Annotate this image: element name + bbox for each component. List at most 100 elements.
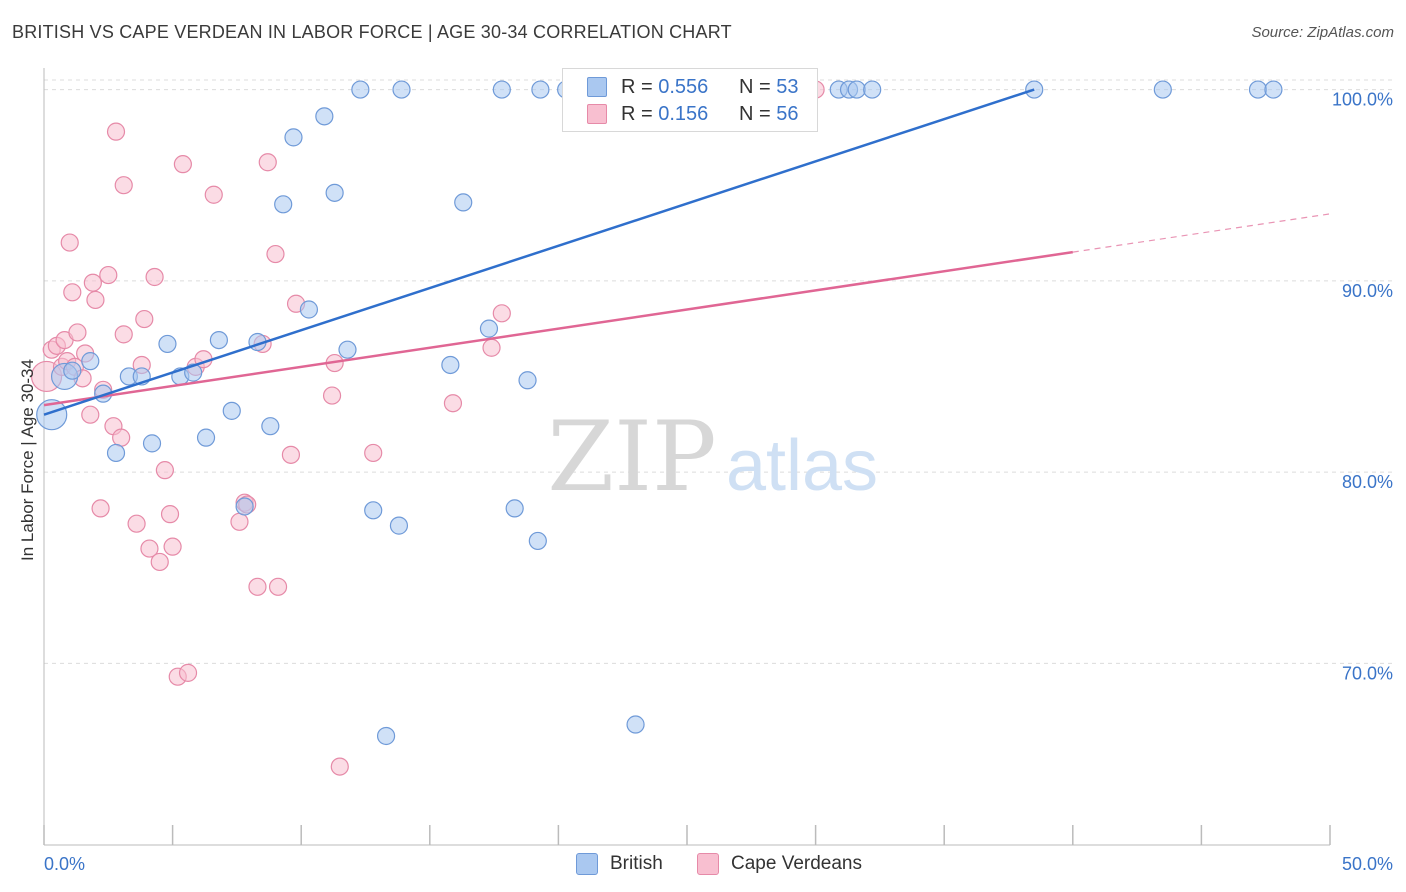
british-point [626, 715, 645, 734]
british-point [441, 355, 460, 375]
cape-n-label: N = [739, 102, 771, 125]
british-point [284, 128, 303, 147]
british-point [1248, 80, 1268, 99]
cape-point [68, 323, 87, 342]
british-point [492, 80, 511, 99]
cape-point [114, 176, 133, 195]
y-tick-label: 70.0% [1342, 663, 1393, 683]
cape-point [268, 577, 288, 596]
cape-r-label: R = [621, 102, 659, 125]
cape-point [230, 512, 249, 531]
cape-point [114, 325, 133, 344]
british-trend-line [43, 88, 1035, 416]
legend-item-british[interactable]: British [576, 852, 663, 876]
british-point [338, 340, 357, 359]
cape-legend-label: Cape Verdeans [731, 853, 862, 874]
cape-point [60, 233, 79, 252]
cape-trend-extension [1072, 213, 1331, 253]
cape-point [163, 537, 182, 556]
y-tick-label: 90.0% [1342, 281, 1393, 301]
cape-point [63, 283, 82, 302]
cape-point [178, 663, 198, 682]
watermark-atlas: atlas [726, 426, 878, 506]
legend-row-cape: R = 0.156 N = 56 [563, 101, 799, 127]
british-point [274, 195, 293, 214]
legend-item-cape[interactable]: Cape Verdeans [697, 852, 862, 876]
cape-point [258, 153, 277, 172]
cape-point [281, 445, 301, 464]
cape-point [91, 499, 110, 518]
cape-point [248, 577, 267, 596]
y-tick-label: 100.0% [1332, 90, 1393, 110]
cape-swatch [587, 104, 607, 124]
british-legend-swatch [576, 853, 598, 875]
cape-r-value: 0.156 [658, 102, 709, 125]
british-swatch [587, 77, 607, 97]
cape-point [364, 443, 383, 463]
watermark-zip: ZIP [547, 401, 716, 513]
british-point [325, 183, 344, 202]
cape-point [173, 155, 192, 174]
british-r-value: 0.556 [658, 75, 709, 98]
british-n-value: 53 [776, 75, 799, 98]
cape-point [106, 122, 126, 141]
cape-trend-line [43, 250, 1073, 407]
y-axis-label: In Labor Force | Age 30-34 [18, 359, 37, 561]
british-point [454, 193, 473, 212]
british-point [209, 331, 228, 350]
british-point [158, 334, 177, 354]
british-point [847, 80, 866, 99]
cape-point [86, 290, 105, 310]
british-point [376, 726, 396, 746]
british-point [1264, 80, 1283, 99]
british-point [518, 371, 537, 390]
british-point [81, 352, 100, 371]
source-credit: Source: ZipAtlas.com [1251, 24, 1394, 41]
cape-point [330, 757, 349, 776]
cape-n-value: 56 [776, 102, 799, 125]
british-point [261, 417, 280, 436]
british-point [528, 531, 547, 551]
cape-point [204, 185, 223, 204]
british-point [863, 80, 882, 99]
cape-point [81, 405, 100, 424]
british-point [222, 401, 241, 420]
british-r-label: R = [621, 75, 659, 98]
british-point [63, 361, 82, 380]
british-point [235, 497, 254, 516]
british-point [1153, 80, 1172, 99]
cape-point [492, 304, 511, 323]
british-legend-label: British [610, 853, 663, 874]
cape-point [160, 505, 180, 524]
cape-point [266, 244, 285, 264]
british-point [531, 80, 550, 99]
british-point [299, 300, 319, 319]
british-point [389, 516, 409, 535]
british-point [36, 399, 68, 431]
cape-point [145, 267, 164, 287]
british-point [106, 443, 126, 463]
british-point [351, 80, 370, 99]
british-point [196, 428, 216, 447]
x-tick-label-max: 50.0% [1342, 854, 1393, 874]
cape-point [112, 428, 131, 447]
british-point [142, 434, 162, 453]
british-point [392, 80, 411, 99]
british-n-label: N = [739, 75, 771, 98]
cape-point [482, 338, 501, 357]
cape-point [443, 394, 463, 413]
cape-point [83, 273, 102, 292]
cape-point [135, 309, 154, 329]
y-tick-label: 80.0% [1342, 472, 1393, 492]
cape-point [127, 514, 146, 533]
cape-point [140, 539, 159, 558]
cape-legend-swatch [697, 853, 719, 875]
correlation-legend: R = 0.556 N = 53 R = 0.156 N = 56 [562, 68, 818, 132]
x-tick-label-min: 0.0% [44, 854, 85, 874]
cape-point [150, 552, 169, 572]
chart-title: BRITISH VS CAPE VERDEAN IN LABOR FORCE |… [12, 22, 732, 42]
cape-point [155, 461, 174, 480]
british-point [505, 499, 524, 518]
legend-row-british: R = 0.556 N = 53 [563, 74, 799, 100]
